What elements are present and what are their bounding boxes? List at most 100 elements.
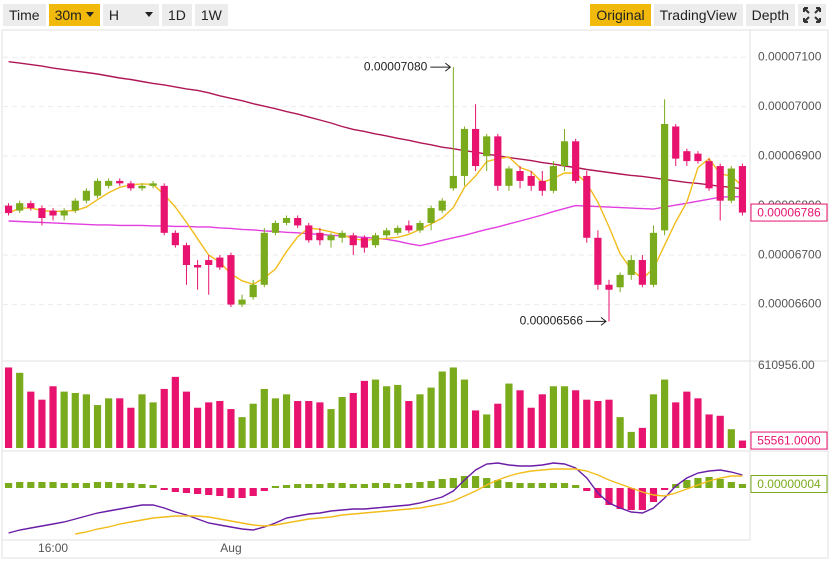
candle-body (71, 200, 79, 211)
candle-body (438, 200, 446, 211)
volume-bar (527, 407, 535, 448)
volume-bar (505, 383, 513, 448)
extreme-arrow (430, 62, 452, 72)
fullscreen-button[interactable] (798, 4, 826, 26)
volume-bar (271, 398, 280, 448)
macd-bar (305, 484, 313, 488)
macd-bar (438, 479, 446, 488)
candle-body (427, 208, 435, 223)
volume-bar (294, 401, 302, 448)
volume-bar (694, 398, 702, 448)
candle-body (227, 255, 235, 305)
toolbar-button[interactable]: 1D (161, 4, 192, 26)
candle-body (683, 151, 691, 162)
candle-body (149, 183, 157, 186)
volume-bar (205, 402, 213, 448)
volume-bar (705, 414, 713, 448)
candle-body (649, 232, 658, 285)
macd-bar (205, 488, 213, 495)
candle-body (594, 237, 602, 285)
toolbar-button[interactable]: 30m (48, 4, 100, 26)
macd-bar (416, 482, 424, 488)
candle-body (27, 203, 35, 209)
volume-bar (394, 384, 402, 448)
volume-bar (27, 391, 35, 448)
volume-bar (349, 392, 357, 448)
macd-bar (727, 482, 735, 488)
volume-bar (572, 390, 580, 448)
macd-bar (238, 488, 246, 498)
macd-bar (249, 488, 257, 496)
volume-bar (16, 372, 24, 448)
macd-bar (360, 484, 368, 488)
candle-body (460, 128, 469, 176)
macd-bar (349, 484, 357, 488)
volume-bar (138, 394, 146, 448)
volume-bar (171, 376, 179, 448)
toolbar-button[interactable]: Depth (745, 4, 795, 26)
volume-bar (4, 367, 13, 448)
candle-body (505, 168, 513, 186)
current-value-label: 0.00000004 (757, 477, 821, 491)
toolbar-button[interactable]: H (102, 4, 159, 26)
macd-bar (49, 482, 57, 488)
candle-body (471, 128, 480, 167)
macd-bar (338, 483, 346, 488)
y-tick-label: 610956.00 (758, 358, 815, 372)
button-label: TradingView (659, 7, 737, 23)
indicator-line (8, 61, 743, 190)
toolbar-button[interactable]: Time (3, 4, 46, 26)
macd-bar (694, 478, 702, 488)
volume-bar (149, 402, 157, 448)
candle-body (305, 225, 313, 241)
toolbar-button[interactable]: Original (590, 4, 651, 26)
macd-bar (405, 483, 413, 488)
volume-bar (449, 367, 457, 448)
macd-bar (549, 483, 558, 488)
candle-body (727, 168, 735, 201)
volume-bar (49, 386, 57, 448)
macd-bar (93, 482, 102, 488)
toolbar-button[interactable]: TradingView (653, 4, 743, 26)
volume-bar (160, 388, 168, 448)
candle-body (49, 210, 57, 216)
volume-bar (405, 401, 413, 448)
candle-body (572, 141, 580, 181)
candle-body (216, 257, 224, 268)
toolbar-button[interactable]: 1W (194, 4, 228, 26)
candle-body (127, 183, 135, 189)
candle-body (416, 222, 424, 231)
volume-bar (260, 388, 268, 448)
macd-bar (572, 485, 580, 488)
volume-bar (249, 403, 257, 448)
candle-body (82, 190, 90, 201)
volume-bar (427, 387, 435, 448)
volume-bar (438, 371, 446, 448)
volume-bar (627, 431, 635, 448)
volume-bar (549, 386, 558, 448)
y-tick-label: 0.00006700 (758, 247, 822, 261)
button-label: Depth (751, 7, 789, 23)
macd-bar (560, 483, 569, 488)
extreme-arrow (586, 317, 607, 326)
macd-bar (471, 476, 480, 488)
volume-bar (583, 399, 591, 448)
macd-bar (505, 482, 513, 488)
candle-body (583, 175, 591, 238)
candle-body (371, 235, 380, 246)
candle-body (494, 136, 502, 186)
candle-body (527, 175, 535, 186)
volume-bar (727, 429, 735, 448)
candle-body (638, 260, 646, 285)
macd-bar (27, 482, 35, 488)
volume-bar (38, 399, 46, 448)
candle-body (338, 232, 346, 238)
macd-bar (105, 482, 113, 488)
volume-bar (193, 407, 202, 448)
volume-bar (282, 394, 291, 448)
y-tick-label: 0.00006900 (758, 148, 822, 162)
candle-body (138, 185, 146, 189)
volume-bar (82, 394, 90, 448)
macd-bar (516, 483, 524, 488)
